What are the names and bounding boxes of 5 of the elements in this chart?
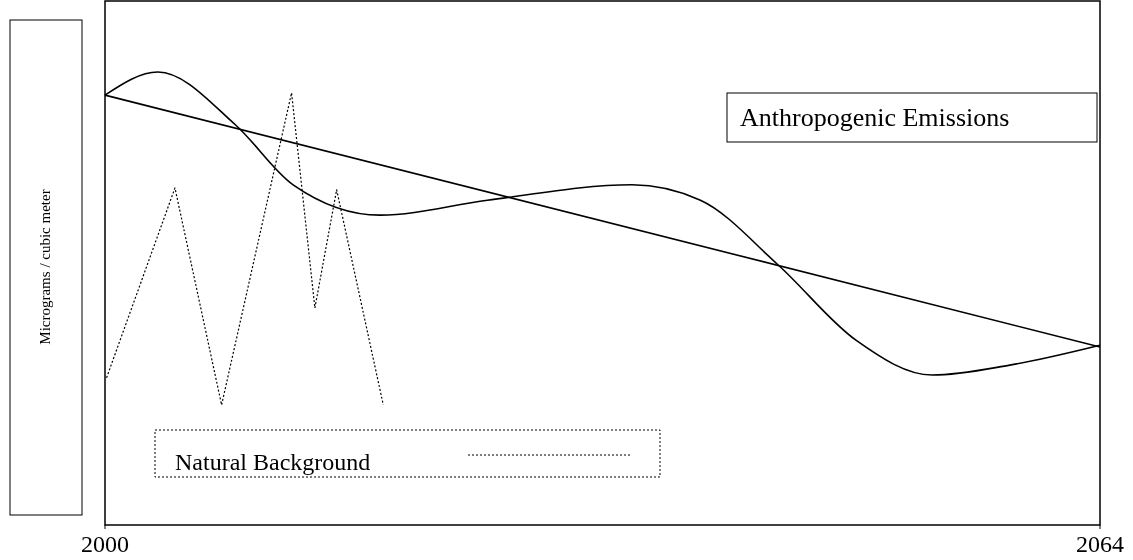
series-label: Natural Background xyxy=(175,449,371,475)
annotation: Anthropogenic Emissions xyxy=(740,103,1010,132)
x-tick-label: 2000 xyxy=(81,531,129,557)
y-axis-title: Micrograms / cubic meter xyxy=(37,189,53,345)
x-tick-label: 2064 xyxy=(1076,531,1124,557)
